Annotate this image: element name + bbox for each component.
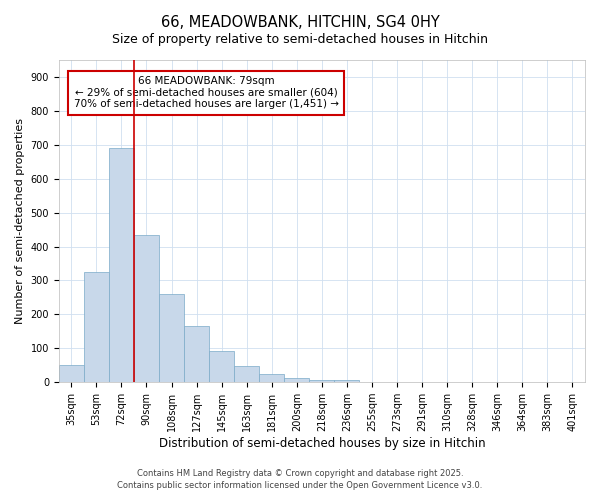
- Bar: [209, 350, 234, 382]
- Bar: [310, 380, 334, 382]
- Bar: [59, 366, 84, 382]
- Text: Size of property relative to semi-detached houses in Hitchin: Size of property relative to semi-detach…: [112, 32, 488, 46]
- X-axis label: Distribution of semi-detached houses by size in Hitchin: Distribution of semi-detached houses by …: [158, 437, 485, 450]
- Bar: [184, 326, 209, 382]
- Text: 66 MEADOWBANK: 79sqm
← 29% of semi-detached houses are smaller (604)
70% of semi: 66 MEADOWBANK: 79sqm ← 29% of semi-detac…: [74, 76, 338, 110]
- Bar: [109, 148, 134, 382]
- Text: 66, MEADOWBANK, HITCHIN, SG4 0HY: 66, MEADOWBANK, HITCHIN, SG4 0HY: [161, 15, 439, 30]
- Bar: [134, 234, 159, 382]
- Text: Contains HM Land Registry data © Crown copyright and database right 2025.
Contai: Contains HM Land Registry data © Crown c…: [118, 469, 482, 490]
- Bar: [334, 380, 359, 382]
- Bar: [259, 374, 284, 382]
- Bar: [159, 294, 184, 382]
- Bar: [284, 378, 310, 382]
- Bar: [234, 366, 259, 382]
- Y-axis label: Number of semi-detached properties: Number of semi-detached properties: [15, 118, 25, 324]
- Bar: [84, 272, 109, 382]
